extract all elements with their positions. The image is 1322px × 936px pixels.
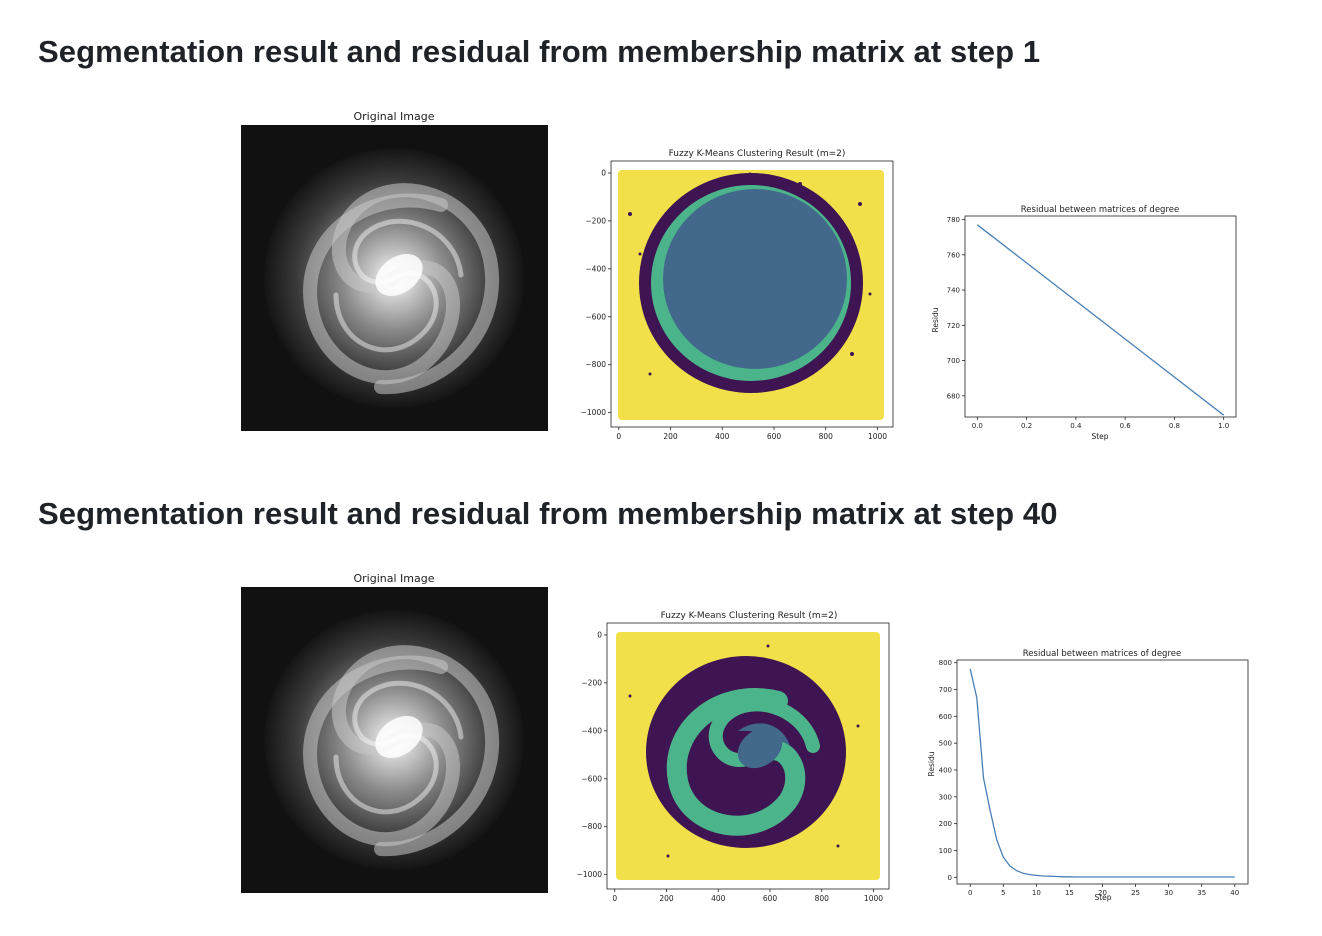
x-tick-label: 0.0 — [972, 422, 983, 430]
cluster-figure-1: Fuzzy K-Means Clustering Result (m=2) 0 2… — [581, 149, 894, 441]
galaxy-image — [241, 587, 548, 893]
y-tick-label: 740 — [947, 287, 960, 295]
cluster-map — [618, 170, 884, 420]
y-tick-label: 600 — [939, 713, 952, 721]
y-tick-label: 0 — [948, 874, 952, 882]
y-tick-label: 680 — [947, 392, 960, 400]
x-tick-label: 15 — [1065, 889, 1074, 897]
residual-title: Residual between matrices of degree — [1021, 205, 1179, 215]
speckle-noise — [628, 172, 872, 376]
x-tick-label: 800 — [819, 432, 834, 441]
original-image-figure-2: Original Image — [241, 572, 548, 893]
y-tick-label: −200 — [585, 216, 606, 225]
y-tick-label: 800 — [939, 659, 952, 667]
y-tick-label: 100 — [939, 847, 952, 855]
y-tick-label: −400 — [581, 726, 602, 735]
y-tick-label: 400 — [939, 766, 952, 774]
y-tick-label: 0 — [597, 630, 602, 639]
spiral-core — [737, 723, 790, 769]
residual-figure-1: Residual between matrices of degree Step… — [931, 205, 1237, 441]
y-axis-label: Residu — [931, 307, 940, 332]
plot-frame — [964, 215, 1237, 418]
y-tick-label: 760 — [947, 251, 960, 259]
plot-frame — [610, 160, 894, 428]
y-tick-label: 700 — [939, 686, 952, 694]
x-tick-label: 5 — [1001, 889, 1005, 897]
x-tick-label: 1.0 — [1218, 422, 1229, 430]
spiral-green-arms — [666, 688, 820, 836]
y-tick-label: 0 — [601, 168, 606, 177]
x-axis-label: Step — [1091, 432, 1108, 441]
residual-series-line — [976, 224, 1225, 416]
section-heading-step-40: Segmentation result and residual from me… — [38, 496, 1058, 531]
x-axis-label: Step — [1094, 893, 1111, 902]
x-tick-label: 600 — [767, 432, 782, 441]
y-tick-label: 500 — [939, 740, 952, 748]
y-axis-label: Residu — [927, 751, 936, 776]
x-tick-label: 0 — [616, 432, 621, 441]
x-tick-label: 200 — [659, 894, 674, 903]
x-tick-label: 20 — [1098, 889, 1107, 897]
plot-frame — [606, 622, 890, 890]
cluster-map — [616, 632, 880, 880]
x-tick-label: 1000 — [864, 894, 883, 903]
x-tick-label: 10 — [1032, 889, 1041, 897]
x-tick-label: 0.2 — [1021, 422, 1032, 430]
x-tick-label: 0 — [968, 889, 972, 897]
core-cluster-region — [663, 189, 847, 369]
y-tick-label: 200 — [939, 820, 952, 828]
x-tick-label: 200 — [663, 432, 678, 441]
x-tick-label: 30 — [1164, 889, 1173, 897]
cluster-title: Fuzzy K-Means Clustering Result (m=2) — [669, 149, 846, 159]
y-tick-label: −800 — [585, 360, 606, 369]
original-image-title: Original Image — [354, 110, 435, 123]
x-tick-label: 0.8 — [1169, 422, 1180, 430]
x-tick-label: 35 — [1197, 889, 1206, 897]
x-tick-label: 800 — [815, 894, 830, 903]
original-image-title: Original Image — [354, 572, 435, 585]
y-tick-label: −1000 — [577, 870, 603, 879]
y-tick-label: −800 — [581, 822, 602, 831]
cluster-figure-2: Fuzzy K-Means Clustering Result (m=2) 0 2… — [577, 611, 890, 903]
y-tick-label: 300 — [939, 793, 952, 801]
residual-figure-2: Residual between matrices of degree Step… — [927, 649, 1249, 902]
x-tick-label: 0.4 — [1070, 422, 1082, 430]
x-tick-label: 0.6 — [1120, 422, 1132, 430]
y-tick-label: −600 — [585, 312, 606, 321]
residual-title: Residual between matrices of degree — [1023, 649, 1181, 659]
x-tick-label: 1000 — [868, 432, 887, 441]
x-tick-label: 40 — [1230, 889, 1239, 897]
y-tick-label: −200 — [581, 678, 602, 687]
cluster-title: Fuzzy K-Means Clustering Result (m=2) — [661, 611, 838, 621]
x-tick-label: 0 — [612, 894, 617, 903]
x-tick-label: 25 — [1131, 889, 1140, 897]
residual-series-line — [969, 668, 1235, 878]
original-image-figure-1: Original Image — [241, 110, 548, 431]
y-tick-label: −600 — [581, 774, 602, 783]
section-heading-step-1: Segmentation result and residual from me… — [38, 34, 1041, 69]
speckle-noise — [628, 644, 860, 858]
x-tick-label: 400 — [711, 894, 726, 903]
x-tick-label: 400 — [715, 432, 730, 441]
y-tick-label: 720 — [947, 322, 960, 330]
y-tick-label: −400 — [585, 264, 606, 273]
y-tick-label: 780 — [947, 216, 960, 224]
y-tick-label: −1000 — [581, 408, 607, 417]
y-tick-label: 700 — [947, 357, 960, 365]
x-tick-label: 600 — [763, 894, 778, 903]
galaxy-image — [241, 125, 548, 431]
